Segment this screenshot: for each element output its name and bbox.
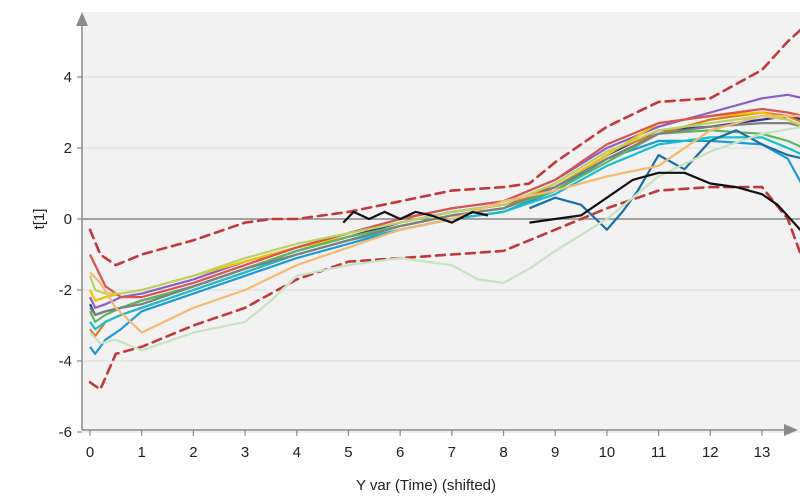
series-line-12 (89, 126, 800, 352)
x-tick-label: 1 (138, 444, 146, 461)
x-tick-label: 8 (499, 444, 507, 461)
x-tick-label: 7 (448, 444, 456, 461)
x-tick-label: 0 (86, 444, 94, 461)
series-line-11 (528, 129, 800, 231)
lower-limit-line (88, 185, 800, 392)
confidence-limit-lines (88, 28, 800, 392)
x-axis-arrow-icon (784, 424, 798, 436)
y-tick-label: -4 (59, 353, 72, 370)
x-tick-label: 10 (599, 444, 616, 461)
y-axis-label: t[1] (31, 209, 48, 230)
y-tick-label: -6 (59, 424, 72, 441)
series-line-9 (89, 122, 800, 316)
x-axis-label: Y var (Time) (shifted) (356, 477, 496, 494)
y-tick-label: -2 (59, 282, 72, 299)
y-tick-label: 2 (64, 140, 72, 157)
y-tick-label: 4 (64, 69, 72, 86)
y-tick-label: 0 (64, 211, 72, 228)
x-tick-label: 3 (241, 444, 249, 461)
series-lines (88, 93, 800, 355)
x-tick-label: 11 (651, 444, 667, 461)
series-line-13 (89, 114, 800, 334)
series-line-10 (88, 114, 800, 295)
x-tick-label: 13 (754, 444, 771, 461)
x-tick-label: 5 (344, 444, 352, 461)
x-tick-label: 9 (551, 444, 559, 461)
y-axis-arrow-icon (76, 12, 88, 26)
x-tick-labels: 0 1 2 3 4 5 6 7 8 9 10 11 12 13 (86, 430, 771, 461)
x-tick-label: 12 (702, 444, 719, 461)
x-tick-label: 2 (189, 444, 197, 461)
y-tick-labels: -6 -4 -2 0 2 4 (59, 69, 82, 441)
upper-limit-line (88, 28, 800, 267)
series-line-14 (342, 210, 489, 224)
x-tick-label: 4 (293, 444, 301, 461)
series-line-15 (529, 171, 800, 232)
x-tick-label: 6 (396, 444, 404, 461)
